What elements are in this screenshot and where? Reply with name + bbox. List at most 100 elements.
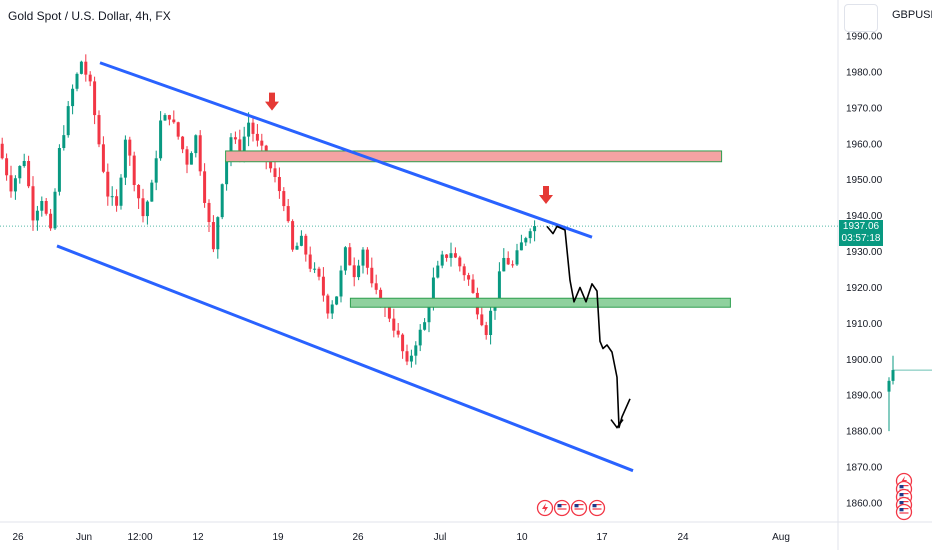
- candle-body[interactable]: [9, 175, 13, 192]
- candle-body[interactable]: [181, 136, 185, 150]
- candle-body[interactable]: [427, 305, 431, 323]
- candle-body[interactable]: [286, 206, 290, 222]
- flag-event-icon[interactable]: [588, 499, 606, 517]
- candle-body[interactable]: [489, 310, 493, 336]
- candle-body[interactable]: [106, 171, 110, 197]
- candle-body[interactable]: [110, 196, 114, 198]
- candle-body[interactable]: [273, 168, 277, 177]
- candle-body[interactable]: [449, 253, 453, 258]
- candle-body[interactable]: [62, 135, 66, 149]
- candle-body[interactable]: [176, 122, 180, 137]
- candle-body[interactable]: [141, 198, 145, 217]
- candle-body[interactable]: [203, 171, 207, 203]
- candle-body[interactable]: [198, 135, 202, 172]
- candle-body[interactable]: [79, 61, 83, 74]
- candle-body[interactable]: [313, 268, 317, 270]
- candle-body[interactable]: [291, 221, 295, 250]
- candle-body[interactable]: [225, 160, 229, 185]
- candle-body[interactable]: [471, 279, 475, 293]
- candle-body[interactable]: [123, 139, 127, 178]
- candle-body[interactable]: [93, 81, 97, 116]
- candle-body[interactable]: [295, 245, 299, 250]
- candle-body[interactable]: [13, 178, 17, 192]
- candle-body[interactable]: [308, 254, 312, 269]
- flag-event-icon[interactable]: [570, 499, 588, 517]
- candle-body[interactable]: [387, 306, 391, 319]
- candle-body[interactable]: [401, 334, 405, 352]
- candle-body[interactable]: [167, 115, 171, 120]
- candle-body[interactable]: [31, 186, 35, 221]
- candle-body[interactable]: [18, 166, 22, 179]
- compare-candle[interactable]: [891, 370, 895, 381]
- candle-body[interactable]: [207, 202, 211, 223]
- candle-body[interactable]: [242, 136, 246, 156]
- candle-body[interactable]: [480, 314, 484, 326]
- candle-body[interactable]: [71, 88, 75, 107]
- candle-body[interactable]: [343, 247, 347, 271]
- candle-body[interactable]: [339, 270, 343, 297]
- candle-body[interactable]: [229, 137, 233, 161]
- candle-body[interactable]: [163, 115, 167, 121]
- projected-path[interactable]: [546, 225, 631, 429]
- candle-body[interactable]: [260, 140, 264, 146]
- candle-body[interactable]: [506, 257, 510, 265]
- candle-body[interactable]: [101, 144, 105, 172]
- compare-symbol-button[interactable]: [844, 4, 878, 32]
- candle-body[interactable]: [326, 295, 330, 314]
- candle-body[interactable]: [132, 155, 136, 186]
- candle-body[interactable]: [84, 61, 88, 75]
- candle-body[interactable]: [27, 160, 31, 187]
- candle-body[interactable]: [0, 143, 4, 159]
- candle-body[interactable]: [392, 318, 396, 331]
- channel-lower-line[interactable]: [56, 244, 634, 473]
- candle-body[interactable]: [418, 329, 422, 346]
- candle-body[interactable]: [515, 250, 519, 265]
- candle-body[interactable]: [374, 283, 378, 290]
- candle-body[interactable]: [53, 191, 57, 229]
- candle-body[interactable]: [462, 266, 466, 276]
- candle-body[interactable]: [409, 355, 413, 362]
- candle-body[interactable]: [348, 247, 352, 266]
- candle-body[interactable]: [22, 160, 26, 167]
- candle-body[interactable]: [247, 122, 251, 137]
- candle-body[interactable]: [172, 119, 176, 123]
- candle-body[interactable]: [502, 257, 506, 272]
- candle-body[interactable]: [467, 275, 471, 280]
- candle-body[interactable]: [150, 182, 154, 202]
- candle-body[interactable]: [269, 158, 273, 169]
- candle-body[interactable]: [533, 226, 537, 232]
- candle-body[interactable]: [405, 351, 409, 362]
- candle-body[interactable]: [159, 120, 163, 159]
- candle-body[interactable]: [220, 184, 224, 218]
- resistance-zone[interactable]: [225, 150, 723, 163]
- candle-body[interactable]: [299, 235, 303, 246]
- candle-body[interactable]: [414, 345, 418, 356]
- candle-body[interactable]: [5, 158, 9, 176]
- candle-body[interactable]: [519, 242, 523, 251]
- candle-body[interactable]: [431, 277, 435, 306]
- candle-body[interactable]: [49, 213, 53, 229]
- candle-body[interactable]: [511, 264, 515, 266]
- support-zone[interactable]: [349, 297, 731, 308]
- candle-body[interactable]: [357, 265, 361, 278]
- candle-body[interactable]: [458, 257, 462, 267]
- candle-body[interactable]: [524, 238, 528, 243]
- candle-body[interactable]: [57, 148, 61, 192]
- candle-body[interactable]: [40, 201, 44, 211]
- candle-body[interactable]: [321, 276, 325, 296]
- candle-body[interactable]: [154, 158, 158, 183]
- candle-body[interactable]: [115, 196, 119, 206]
- candle-body[interactable]: [88, 74, 92, 82]
- candle-body[interactable]: [97, 115, 101, 145]
- candle-body[interactable]: [44, 201, 48, 214]
- candle-body[interactable]: [189, 153, 193, 165]
- candle-body[interactable]: [137, 185, 141, 199]
- candle-body[interactable]: [497, 271, 501, 299]
- candle-body[interactable]: [484, 325, 488, 336]
- candle-body[interactable]: [317, 268, 321, 277]
- candle-body[interactable]: [277, 176, 281, 192]
- candle-body[interactable]: [194, 135, 198, 154]
- candle-body[interactable]: [128, 139, 132, 156]
- candle-body[interactable]: [211, 222, 215, 250]
- candle-body[interactable]: [440, 254, 444, 266]
